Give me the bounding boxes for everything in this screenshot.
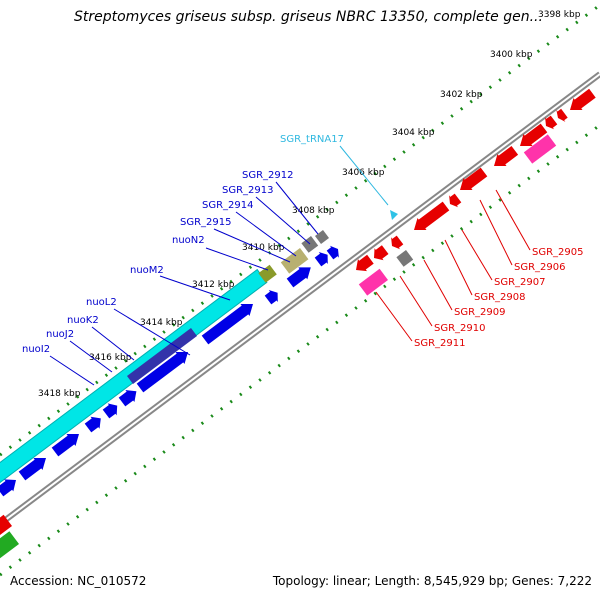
reverse-cds-1[interactable] <box>370 244 390 264</box>
svg-text:nuoN2: nuoN2 <box>172 235 205 246</box>
ruler-label: 3416 kbp <box>89 353 132 363</box>
svg-text:nuoJ2: nuoJ2 <box>46 329 74 340</box>
forward-cds-4[interactable] <box>101 400 121 420</box>
ruler-label: 3404 kbp <box>392 128 435 138</box>
ruler-label: 3402 kbp <box>440 90 483 100</box>
gray-rev-feature[interactable] <box>396 249 414 267</box>
forward-cds-0[interactable] <box>0 474 20 498</box>
rrna-feature-segment[interactable] <box>126 327 197 384</box>
ruler-label: 3398 kbp <box>538 10 581 20</box>
forward-cds-2[interactable] <box>50 428 83 458</box>
svg-text:nuoK2: nuoK2 <box>67 315 99 326</box>
gene-label-SGR_2909[interactable]: SGR_2909 <box>423 259 506 318</box>
genome-title: Streptomyces griseus subsp. griseus NBRC… <box>74 9 543 25</box>
forward-cds-8[interactable] <box>264 287 283 306</box>
reverse-cds-4[interactable] <box>446 192 463 210</box>
ruler-label: 3406 kbp <box>342 168 385 178</box>
reverse-cds-9[interactable] <box>554 107 569 124</box>
forward-cds-11[interactable] <box>326 243 343 261</box>
pseudo-feature-2[interactable] <box>523 134 557 164</box>
gene-label-SGR_2914[interactable]: SGR_2914 <box>202 200 297 257</box>
forward-cds-9[interactable] <box>286 261 316 289</box>
forward-cds-5[interactable] <box>117 385 140 408</box>
gene-label-nuoI2[interactable]: nuoI2 <box>22 344 95 386</box>
backbone-line-inner <box>0 73 600 525</box>
olive-feature[interactable] <box>258 264 277 283</box>
svg-text:SGR_2905: SGR_2905 <box>532 247 584 258</box>
gene-labels: SGR_2912 SGR_2913 SGR_2914 SGR_2915 nuoN2 nuo… <box>22 134 584 386</box>
gene-label-SGR_2913[interactable]: SGR_2913 <box>222 185 311 245</box>
svg-text:SGR_2912: SGR_2912 <box>242 170 294 181</box>
svg-text:SGR_2906: SGR_2906 <box>514 262 566 273</box>
genome-summary: Topology: linear; Length: 8,545,929 bp; … <box>272 574 592 588</box>
gene-label-SGR_2911[interactable]: SGR_2911 <box>375 291 466 349</box>
reverse-cds-8[interactable] <box>542 114 559 132</box>
reverse-cds-10[interactable] <box>566 87 597 116</box>
reverse-cds-7[interactable] <box>516 122 549 152</box>
svg-text:SGR_2915: SGR_2915 <box>180 217 232 228</box>
green-edge-feature[interactable] <box>0 531 19 559</box>
khaki-feature[interactable] <box>280 247 309 274</box>
trna-marker[interactable] <box>390 210 398 220</box>
reverse-edge-feature[interactable] <box>0 514 12 536</box>
gene-label-nuoN2[interactable]: nuoN2 <box>172 235 269 271</box>
ruler-label: 3410 kbp <box>242 243 285 253</box>
gray-feature-2[interactable] <box>314 229 329 244</box>
gene-label-SGR_2905[interactable]: SGR_2905 <box>495 189 584 258</box>
gene-label-nuoL2[interactable]: nuoL2 <box>86 297 191 356</box>
gene-label-trna[interactable]: SGR_tRNA17 <box>280 134 389 206</box>
ruler-label: 3408 kbp <box>292 206 335 216</box>
svg-text:SGR_2913: SGR_2913 <box>222 185 274 196</box>
gene-label-SGR_2906[interactable]: SGR_2906 <box>479 199 566 273</box>
ruler-label: 3418 kbp <box>38 389 81 399</box>
gene-label-SGR_2908[interactable]: SGR_2908 <box>444 239 526 303</box>
svg-text:nuoI2: nuoI2 <box>22 344 50 355</box>
reverse-cds-6[interactable] <box>490 144 520 172</box>
gene-label-nuoM2[interactable]: nuoM2 <box>130 265 231 301</box>
gene-label-SGR_2915[interactable]: SGR_2915 <box>180 217 291 263</box>
outer-tick-track <box>0 3 600 457</box>
accession-label: Accession: NC_010572 <box>10 574 147 588</box>
gene-label-SGR_2912[interactable]: SGR_2912 <box>242 170 319 235</box>
ruler-label: 3412 kbp <box>192 280 235 290</box>
svg-text:nuoM2: nuoM2 <box>130 265 164 276</box>
svg-text:SGR_2907: SGR_2907 <box>494 277 546 288</box>
svg-text:SGR_2914: SGR_2914 <box>202 200 254 211</box>
forward-cds-10[interactable] <box>314 249 333 268</box>
reverse-cds-0[interactable] <box>352 253 375 276</box>
gene-label-nuoJ2[interactable]: nuoJ2 <box>46 329 113 373</box>
forward-cds-6[interactable] <box>135 346 192 394</box>
svg-text:SGR_2909: SGR_2909 <box>454 307 506 318</box>
gene-label-nuoK2[interactable]: nuoK2 <box>67 315 135 361</box>
gene-label-SGR_2907[interactable]: SGR_2907 <box>461 229 546 288</box>
forward-cds-3[interactable] <box>83 412 105 434</box>
ruler-label: 3400 kbp <box>490 50 533 60</box>
gene-label-SGR_2910[interactable]: SGR_2910 <box>399 275 486 334</box>
inner-tick-track <box>0 123 600 577</box>
reverse-cds-5[interactable] <box>456 166 489 196</box>
pseudo-feature[interactable] <box>358 268 388 296</box>
svg-text:SGR_2908: SGR_2908 <box>474 292 526 303</box>
ruler-label: 3414 kbp <box>140 318 183 328</box>
svg-text:SGR_2910: SGR_2910 <box>434 323 486 334</box>
svg-text:SGR_tRNA17: SGR_tRNA17 <box>280 134 344 145</box>
reverse-cds-3[interactable] <box>410 200 451 236</box>
forward-cds-7[interactable] <box>200 298 257 346</box>
svg-text:nuoL2: nuoL2 <box>86 297 117 308</box>
ruler-labels: 3398 kbp 3400 kbp 3402 kbp 3404 kbp 3406 kbp… <box>38 10 581 399</box>
svg-text:SGR_2911: SGR_2911 <box>414 338 466 349</box>
reverse-cds-2[interactable] <box>388 234 405 252</box>
forward-cds-1[interactable] <box>17 452 50 482</box>
